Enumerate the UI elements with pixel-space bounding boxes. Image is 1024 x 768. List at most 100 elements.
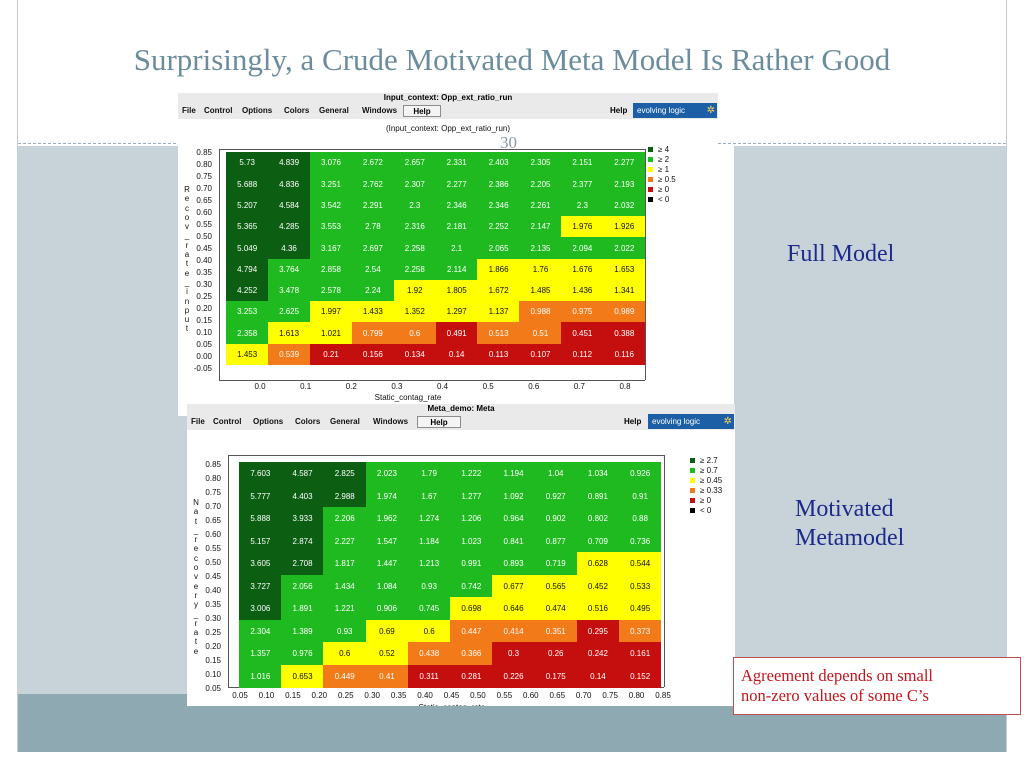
help-button[interactable]: Help [417,416,461,428]
heatmap-cell: 0.491 [435,322,478,345]
x-tick-label: 0.50 [470,691,486,700]
heatmap-cell: 0.799 [351,322,395,345]
legend-swatch [648,197,653,202]
full-model-window: Input_context: Opp_ext_ratio_run File Co… [178,93,718,416]
legend-swatch [648,167,653,172]
plot-frame [228,455,664,456]
callout-line: Agreement depends on small [741,666,933,685]
heatmap-cell: 3.478 [267,279,311,302]
heatmap-cell: 2.032 [603,194,646,217]
logo-text: evolving logic [652,417,701,426]
y-tick-label: 0.50 [205,558,221,567]
heatmap-cell: 2.277 [603,152,646,174]
y-tick-label: 0.85 [205,460,221,469]
legend-entry: ≥ 2 [648,155,688,164]
y-tick-label: 0.60 [196,208,212,217]
heatmap-cell: 0.388 [603,322,646,345]
legend-entry: ≥ 0 [690,496,730,505]
menu-control[interactable]: Control [204,106,233,115]
heatmap-cell: 2.3 [561,194,604,217]
heatmap-cell: 0.902 [534,507,578,530]
menu-file[interactable]: File [191,417,205,426]
heatmap-cell: 1.974 [365,484,409,508]
heatmap-cell: 4.836 [267,173,311,196]
menu-colors[interactable]: Colors [284,106,310,115]
heatmap-cell: 1.194 [492,462,535,485]
y-tick-label: 0.85 [196,148,212,157]
x-tick-label: 0.80 [628,691,645,700]
heatmap-cell: 2.3 [393,194,436,217]
heatmap-cell: 1.962 [365,507,409,530]
menu-control[interactable]: Control [213,417,242,426]
heatmap-cell: 0.893 [492,552,535,575]
heatmap-cell: 1.184 [407,529,451,553]
heatmap-cell: 1.352 [393,301,436,323]
heatmap-cell: 0.311 [407,664,451,688]
x-axis-title: Static_contag_rate [392,703,512,706]
legend-label: ≥ 2 [658,155,670,164]
y-tick-label: 0.60 [205,530,221,539]
heatmap-cell: 2.022 [603,237,646,259]
menu-colors[interactable]: Colors [295,417,321,426]
evolving-logic-logo: evolving logic ✲ [648,414,734,429]
agreement-callout: Agreement depends on small non-zero valu… [733,657,1021,715]
heatmap-cell: 1.213 [407,552,451,575]
heatmap-cell: 0.26 [534,642,578,665]
heatmap-cell: 1.434 [323,574,367,598]
heatmap-cell: 1.221 [323,597,367,620]
menu-windows[interactable]: Windows [362,106,398,115]
menu-bar: File Control Options Colors General Wind… [178,103,718,119]
y-tick-label: 0.70 [205,502,221,511]
heatmap-cell: 0.891 [576,484,620,508]
heatmap-cell: 3.605 [239,552,282,575]
heatmap-cell: 0.544 [618,552,662,575]
heatmap-cell: 0.677 [492,574,535,598]
menu-file[interactable]: File [182,106,196,115]
menu-general[interactable]: General [330,417,360,426]
menu-general[interactable]: General [319,106,349,115]
heatmap-cell: 0.295 [576,619,620,643]
heatmap-cell: 1.453 [226,343,269,366]
legend-entry: < 0 [690,506,730,515]
y-tick-label: 0.80 [196,160,212,169]
heatmap-cell: 2.403 [477,152,520,174]
y-tick-label: 0.25 [196,292,212,301]
label-line: Metamodel [795,525,905,551]
y-tick-label: 0.05 [205,684,221,693]
heatmap-cell: 0.414 [492,619,535,643]
menu-windows[interactable]: Windows [373,417,409,426]
heatmap-cell: 1.137 [477,301,520,323]
heatmap-cell: 0.964 [492,507,535,530]
legend-swatch [648,157,653,162]
heatmap-cell: 1.357 [239,642,282,665]
menu-options[interactable]: Options [253,417,284,426]
heatmap-cell: 0.281 [450,664,493,688]
heatmap-cell: 0.69 [365,619,409,643]
heatmap-cell: 0.513 [477,322,520,345]
heatmap-cell: 0.975 [561,301,604,323]
heatmap-cell: 0.6 [323,642,367,665]
heatmap-cell: 0.152 [618,664,662,688]
heatmap-cell: 1.092 [492,484,535,508]
plot-frame [219,149,220,380]
menu-help[interactable]: Help [624,417,642,426]
legend-swatch [690,508,695,513]
legend-entry: ≥ 1 [648,165,688,174]
y-tick-label: 0.45 [196,244,212,253]
menu-help[interactable]: Help [610,106,628,115]
heatmap-cell: 1.274 [407,507,451,530]
y-tick-label: 0.10 [205,670,221,679]
heatmap-cell: 3.076 [309,152,353,174]
gear-icon: ✲ [723,416,732,427]
legend-swatch [690,498,695,503]
heatmap-cell: 1.547 [365,529,409,553]
heatmap-cell: 0.877 [534,529,578,553]
help-button[interactable]: Help [403,105,441,117]
heatmap-cell: 2.78 [351,215,395,238]
heatmap-cell: 1.613 [267,322,311,345]
menu-options[interactable]: Options [242,106,273,115]
heatmap-cell: 2.331 [435,152,478,174]
legend-swatch [648,177,653,182]
heatmap-cell: 5.73 [226,152,269,174]
